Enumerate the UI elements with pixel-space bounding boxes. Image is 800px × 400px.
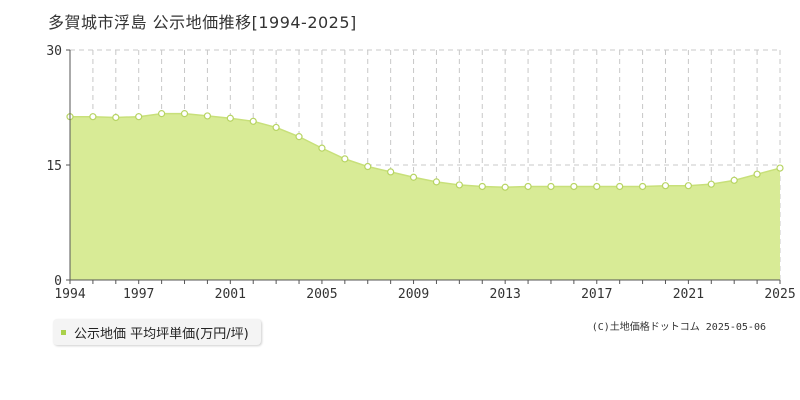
x-tick-label-2001: 2001 [215,287,246,302]
data-point-2012 [478,182,486,191]
x-tick-label-2017: 2017 [581,287,612,302]
data-point-2005 [318,144,326,152]
legend-label: 公示地価 平均坪単価(万円/坪) [74,326,249,342]
legend-swatch [61,329,66,335]
data-point-1997 [135,113,143,121]
copyright-text: (C)土地価格ドットコム 2025-05-06 [591,322,766,333]
series-line [70,112,781,188]
data-point-2021 [684,182,692,190]
area-layer [70,112,781,280]
data-point-2016 [570,182,578,191]
data-point-2006 [341,155,349,163]
x-tick-label-2005: 2005 [306,287,337,302]
data-point-2019 [638,182,647,191]
axis-layer: 0 15 30 1994 1997 2001 2005 2009 2013 2017 2021 202… [46,44,795,302]
x-tick-label-2025: 2025 [764,287,795,302]
data-point-2000 [203,112,212,120]
data-point-2015 [547,182,555,191]
data-point-1996 [112,113,120,122]
data-point-2010 [432,178,441,186]
data-point-2003 [272,123,280,132]
data-point-2020 [661,182,670,190]
legend: 公示地価 平均坪単価(万円/坪) [53,319,261,345]
data-point-2013 [501,183,509,191]
data-point-1998 [158,110,166,118]
data-point-2008 [387,168,395,176]
y-tick-label-15: 15 [46,159,62,174]
data-point-2024 [753,170,761,178]
data-point-1999 [180,110,189,118]
data-point-2002 [249,117,257,125]
x-tick-label-2021: 2021 [673,287,704,302]
data-point-2022 [707,180,715,188]
y-tick-label-30: 30 [46,44,62,59]
chart-title: 多賀城市浮島 公示地価推移[1994-2025] [48,13,357,32]
data-point-2023 [730,176,738,184]
data-point-2025 [776,164,784,172]
data-point-2011 [455,181,463,189]
x-tick-label-1997: 1997 [123,287,154,302]
x-tick-label-2009: 2009 [398,287,429,302]
x-tick-label-1994: 1994 [54,287,85,302]
data-point-2001 [226,114,234,122]
data-point-2007 [364,162,372,171]
series-area [70,113,780,280]
y-tick-label-0: 0 [54,274,62,289]
data-point-2018 [616,182,624,191]
data-point-1995 [89,113,97,121]
data-point-2017 [593,182,601,191]
data-point-2009 [409,173,418,181]
data-point-2014 [524,182,532,191]
marker-layer [66,110,784,191]
data-point-2004 [295,133,303,141]
x-tick-label-2013: 2013 [490,287,521,302]
